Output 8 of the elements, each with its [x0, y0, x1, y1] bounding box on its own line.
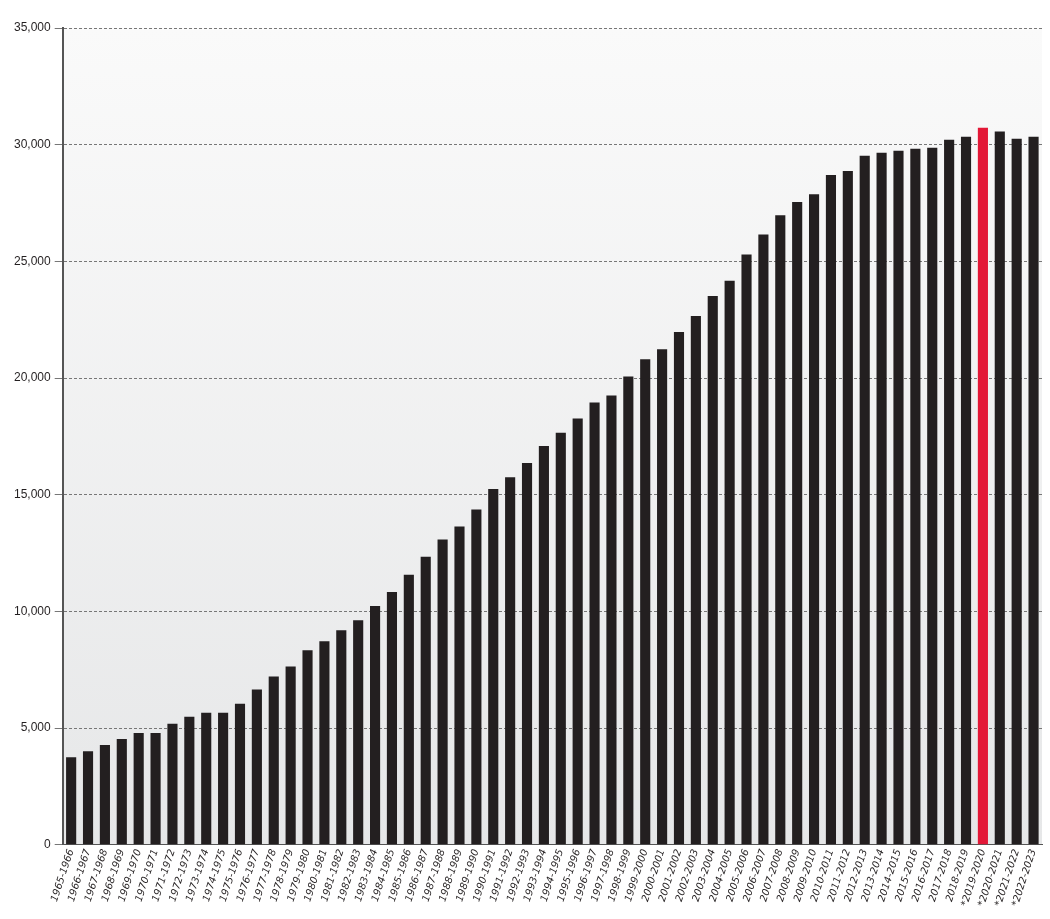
- y-tick-label: 30,000: [14, 136, 52, 151]
- y-tick-label: 10,000: [14, 603, 52, 618]
- y-tick-label: 25,000: [14, 253, 52, 268]
- y-tick-label: 0: [44, 837, 52, 852]
- y-tick-label: 35,000: [14, 20, 52, 35]
- y-tick-label: 15,000: [14, 487, 52, 501]
- y-tick-label: 5,000: [20, 720, 52, 735]
- y-tick-label: 20,000: [14, 370, 52, 385]
